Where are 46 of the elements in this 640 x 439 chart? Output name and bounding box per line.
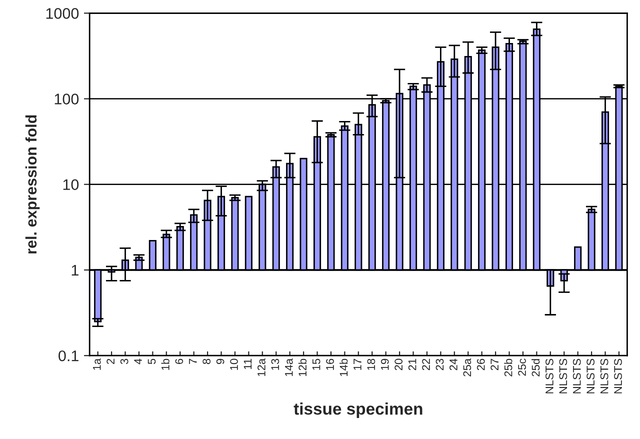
x-tick-label: 25a: [463, 358, 472, 376]
x-axis-title: tissue specimen: [294, 402, 422, 418]
y-axis-title: rel. expression fold: [25, 115, 40, 254]
x-tick-label: NLSTS: [586, 358, 595, 394]
y-tick-label: 1: [72, 265, 78, 276]
y-tick-label: 1000: [46, 8, 79, 19]
x-tick-label: 26: [476, 358, 485, 370]
x-tick-label: 14b: [340, 358, 348, 376]
x-tick-label: 12b: [298, 358, 307, 376]
x-tick-label: 5: [148, 358, 156, 364]
x-tick-label: 6: [175, 358, 184, 364]
x-tick-label: NLSTS: [600, 358, 608, 394]
x-tick-label: 18: [367, 358, 376, 370]
y-tick-label: 0.1: [58, 350, 78, 362]
x-tick-label: 20: [394, 358, 403, 370]
x-tick-label: NLSTS: [546, 358, 554, 394]
x-tick-label: NLSTS: [572, 358, 581, 394]
x-tick-label: 3: [120, 358, 128, 364]
x-tick-label: 17: [354, 358, 362, 370]
x-tick-label: 9: [216, 358, 224, 364]
x-tick-label: 14a: [285, 358, 293, 376]
x-tick-label: 12a: [258, 358, 266, 376]
x-tick-label: 25b: [504, 358, 512, 376]
x-tick-label: 8: [202, 358, 211, 364]
x-tick-label: 10: [230, 358, 238, 370]
x-tick-label: 27: [490, 358, 498, 370]
y-tick-label: 10: [63, 179, 79, 190]
x-tick-label: 22: [422, 358, 430, 370]
x-tick-label: 1a: [93, 358, 101, 370]
x-tick-label: 1b: [161, 358, 170, 370]
x-tick-label: 25d: [532, 359, 540, 376]
x-tick-label: 11: [244, 358, 252, 370]
x-tick-label: NLSTS: [559, 358, 568, 394]
y-tick-label: 100: [54, 94, 79, 104]
x-tick-label: 23: [436, 358, 444, 370]
x-tick-label: 21: [408, 358, 416, 370]
x-tick-label: 2: [106, 358, 114, 364]
x-tick-label: 4: [134, 358, 142, 364]
x-tick-label: 7: [189, 358, 197, 364]
x-tick-label: NLSTS: [614, 358, 622, 394]
x-tick-label: 13: [271, 358, 280, 370]
x-tick-label: 25c: [518, 358, 526, 376]
x-tick-label: 16: [326, 358, 334, 370]
x-tick-label: 24: [450, 358, 458, 370]
x-tick-label: 19: [380, 358, 389, 370]
x-tick-label: 15: [312, 358, 320, 370]
